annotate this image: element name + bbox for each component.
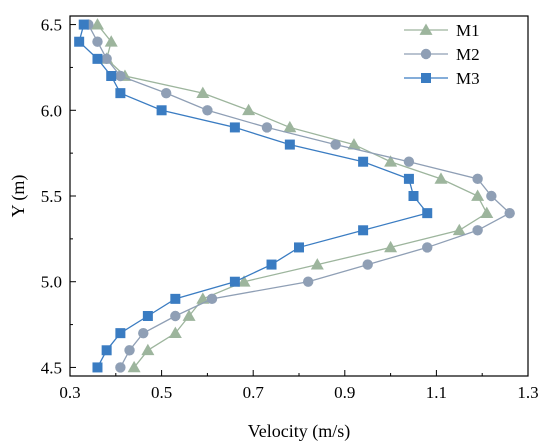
x-axis-ticks: 0.3 0.5 0.7 0.9 1.1 1.3 <box>59 370 539 402</box>
data-point-m3 <box>266 259 277 270</box>
data-point-m3 <box>403 173 414 184</box>
y-tick-label: 6.5 <box>41 16 62 35</box>
x-tick-label: 0.9 <box>334 383 355 402</box>
data-point-m3 <box>156 105 167 116</box>
data-point-m2 <box>472 225 483 236</box>
data-point-m3 <box>229 276 240 287</box>
data-point-m2 <box>486 190 497 202</box>
data-point-m3 <box>229 122 240 133</box>
y-tick-label: 4.5 <box>41 358 62 377</box>
data-point-m2 <box>202 105 213 116</box>
legend: M1 M2 M3 <box>404 21 480 88</box>
data-point-m3 <box>358 156 369 167</box>
series-m3 <box>74 19 433 373</box>
data-point-m3 <box>408 191 419 201</box>
series-m1 <box>90 18 494 373</box>
data-point-m2 <box>115 362 126 373</box>
data-point-m2 <box>124 345 135 356</box>
data-point-m1 <box>384 155 398 167</box>
data-point-m1 <box>90 18 104 30</box>
data-point-m3 <box>170 293 181 304</box>
x-axis-title: Velocity (m/s) <box>248 421 350 442</box>
data-point-m3 <box>78 19 89 30</box>
x-tick-label: 1.1 <box>426 383 447 402</box>
data-point-m2 <box>261 122 273 133</box>
data-point-m2 <box>403 156 415 167</box>
data-point-m3 <box>106 71 117 81</box>
data-point-m1 <box>471 189 485 201</box>
legend-label: M1 <box>456 21 480 40</box>
data-point-m2 <box>92 36 103 47</box>
data-point-m1 <box>310 258 324 270</box>
data-point-m2 <box>160 87 172 99</box>
y-tick-label: 5.5 <box>41 187 62 206</box>
data-point-m2 <box>170 310 181 322</box>
data-point-m1 <box>196 86 210 99</box>
data-point-m1 <box>452 223 466 236</box>
legend-marker <box>419 23 433 35</box>
data-point-m3 <box>92 362 103 373</box>
data-point-m2 <box>101 53 112 65</box>
x-tick-label: 0.7 <box>243 383 265 402</box>
y-axis-ticks: 4.5 5.0 5.5 6.0 6.5 <box>41 16 76 377</box>
series-m2 <box>83 19 515 373</box>
y-axis-title: Y (m) <box>8 175 29 218</box>
data-point-m3 <box>294 242 304 253</box>
data-point-m2 <box>422 242 433 253</box>
y-tick-label: 5.0 <box>41 273 62 292</box>
data-point-m2 <box>362 259 373 270</box>
legend-item-m1: M1 <box>404 21 480 40</box>
data-point-m1 <box>347 138 361 150</box>
data-point-m2 <box>206 293 218 305</box>
data-point-m2 <box>472 173 483 185</box>
legend-marker <box>421 73 431 83</box>
data-point-m1 <box>196 292 210 304</box>
x-tick-label: 0.5 <box>151 383 172 402</box>
data-point-m1 <box>182 309 196 321</box>
data-point-m2 <box>115 70 126 82</box>
data-point-m1 <box>480 206 494 219</box>
series-layer <box>74 18 515 373</box>
legend-marker <box>420 48 432 60</box>
x-tick-label: 0.3 <box>59 383 80 402</box>
data-point-m2 <box>330 139 341 150</box>
legend-item-m3: M3 <box>404 69 480 88</box>
data-point-m1 <box>237 275 251 287</box>
data-point-m1 <box>283 120 297 133</box>
data-point-m1 <box>242 103 256 116</box>
data-point-m1 <box>141 343 155 356</box>
data-point-m1 <box>127 360 141 373</box>
data-point-m2 <box>504 207 515 219</box>
data-point-m3 <box>422 208 433 219</box>
data-point-m1 <box>434 172 448 184</box>
legend-label: M2 <box>456 45 480 64</box>
data-point-m1 <box>384 240 398 253</box>
legend-item-m2: M2 <box>404 45 480 64</box>
data-point-m3 <box>115 88 126 99</box>
data-point-m3 <box>115 328 126 339</box>
y-tick-label: 6.0 <box>41 101 62 120</box>
legend-label: M3 <box>456 69 480 88</box>
data-point-m1 <box>104 35 118 47</box>
x-tick-label: 1.3 <box>517 383 538 402</box>
data-point-m3 <box>74 36 85 47</box>
data-point-m1 <box>168 326 182 339</box>
data-point-m2 <box>302 276 314 287</box>
data-point-m3 <box>101 345 112 356</box>
data-point-m3 <box>358 225 369 236</box>
data-point-m3 <box>92 53 103 64</box>
data-point-m3 <box>142 311 153 321</box>
data-point-m3 <box>284 139 295 150</box>
data-point-m2 <box>138 327 149 339</box>
